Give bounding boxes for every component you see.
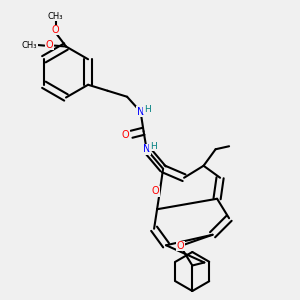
Text: CH₃: CH₃ (22, 40, 38, 50)
Text: O: O (52, 25, 59, 35)
Text: N: N (143, 144, 150, 154)
Text: N: N (137, 107, 144, 117)
Text: O: O (46, 40, 53, 50)
Text: CH₃: CH₃ (48, 12, 63, 21)
Text: O: O (152, 186, 159, 196)
Text: O: O (176, 241, 184, 251)
Text: O: O (122, 130, 129, 140)
Text: H: H (150, 142, 157, 151)
Text: H: H (144, 105, 151, 114)
